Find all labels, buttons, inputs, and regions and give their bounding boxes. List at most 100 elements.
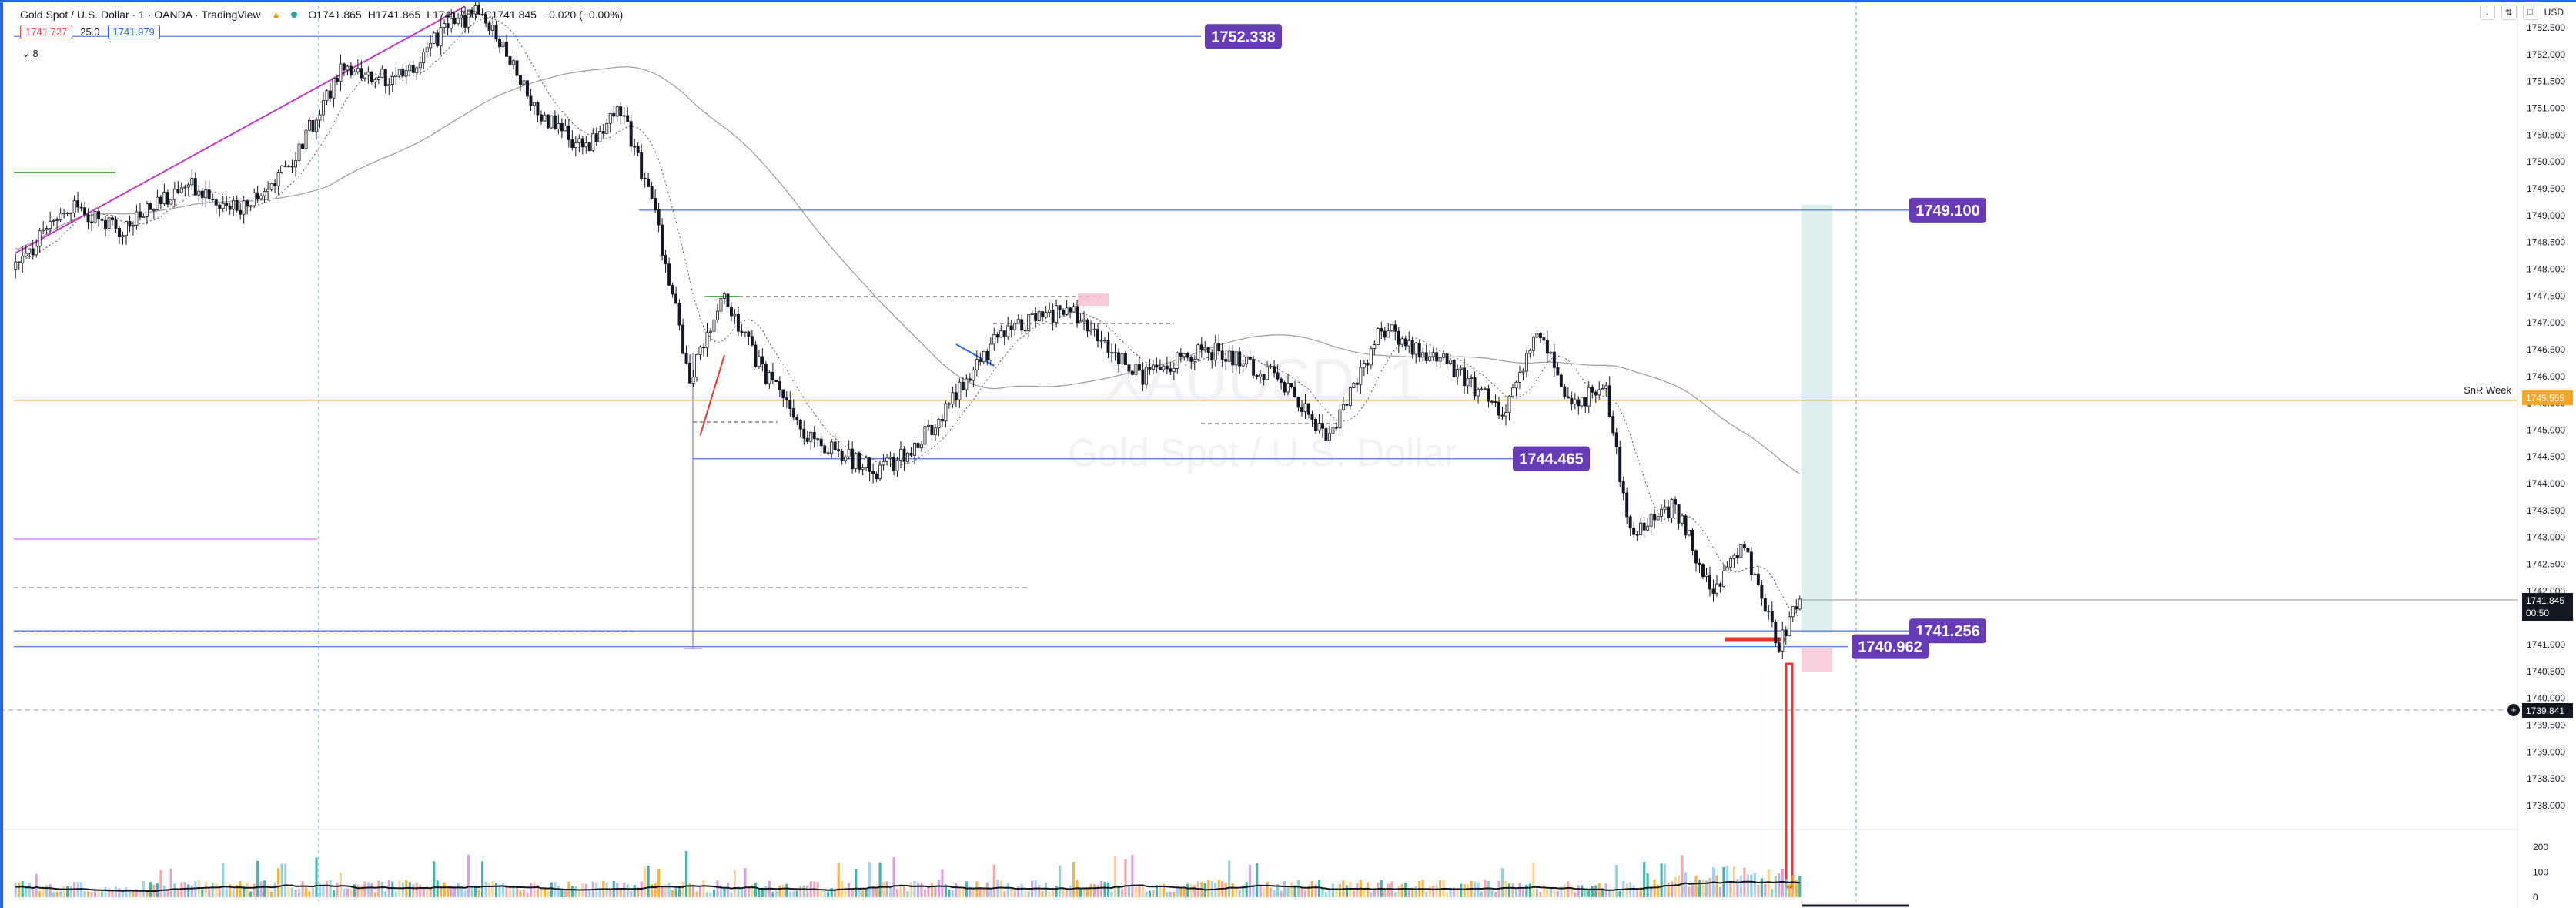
volume-bar — [1017, 886, 1020, 897]
volume-bar — [1718, 886, 1722, 897]
collapse-icon[interactable]: ⇅ — [2501, 5, 2517, 20]
candle-body — [1410, 340, 1414, 355]
volume-bar — [301, 881, 304, 897]
volume-bar — [128, 889, 132, 897]
candle-body — [885, 457, 889, 462]
level-label-text[interactable]: 1744.465 — [1519, 451, 1583, 468]
candle-body — [1193, 359, 1196, 362]
candle-body — [979, 359, 982, 362]
candle-body — [342, 63, 346, 71]
volume-bar — [1066, 887, 1069, 897]
indicators-toggle[interactable]: ⌄ 8 — [22, 48, 38, 59]
candle-body — [937, 418, 941, 429]
candle-body — [100, 218, 104, 221]
warning-icon[interactable]: ▲ — [271, 9, 281, 20]
volume-bar — [377, 880, 380, 897]
blue-trendline[interactable] — [955, 343, 995, 367]
volume-bar — [975, 881, 979, 897]
candle-body — [190, 178, 194, 186]
bid-button[interactable]: 1741.727 — [20, 24, 73, 39]
level-label-bg[interactable] — [1852, 634, 1929, 659]
candle-body — [916, 443, 920, 448]
symbol-title[interactable]: Gold Spot / U.S. Dollar · 1 · OANDA · Tr… — [20, 8, 261, 21]
move-down-icon[interactable]: ↓ — [2479, 5, 2495, 20]
volume-bar — [1511, 883, 1514, 897]
candle-body — [246, 200, 249, 207]
volume-bar — [927, 886, 930, 897]
ask-button[interactable]: 1741.979 — [107, 24, 160, 39]
magenta-trendline[interactable] — [15, 5, 466, 254]
candle-body — [1213, 343, 1217, 361]
price-tick-label: 1748.000 — [2527, 263, 2565, 274]
volume-bar — [1231, 883, 1234, 897]
volume-bar — [962, 888, 965, 897]
volume-bar — [802, 885, 805, 897]
volume-bar — [1425, 891, 1428, 897]
candle-body — [858, 452, 861, 470]
candle-body — [1099, 340, 1103, 342]
candle-body — [470, 9, 474, 15]
candle-body — [684, 353, 688, 364]
candle-body — [895, 459, 899, 471]
candle-body — [1494, 401, 1497, 403]
volume-bar — [761, 887, 764, 897]
volume-bar — [737, 886, 740, 897]
target-zone[interactable] — [1802, 205, 1832, 633]
currency-label[interactable]: USD — [2544, 7, 2564, 18]
candle-body — [1445, 353, 1449, 364]
volume-bar — [1615, 865, 1618, 897]
maximize-icon[interactable]: □ — [2522, 5, 2538, 20]
candle-body — [1303, 403, 1307, 412]
level-label-text[interactable]: 1752.338 — [1211, 28, 1275, 45]
volume-bar — [1152, 890, 1155, 897]
volume-bar — [35, 873, 38, 897]
volume-bar — [80, 882, 83, 897]
volume-bar — [1788, 883, 1791, 897]
stop-zone[interactable] — [1802, 648, 1832, 672]
candle-body — [477, 5, 481, 15]
volume-bar — [1106, 882, 1110, 897]
candle-body — [1165, 365, 1169, 370]
candle-body — [69, 213, 73, 215]
candle-body — [1037, 311, 1041, 321]
red-trendline[interactable] — [699, 354, 725, 436]
candle-body — [138, 211, 142, 218]
candle-body — [1452, 360, 1456, 378]
candle-body — [1030, 313, 1034, 316]
candle-body — [1262, 374, 1266, 380]
candle-body — [529, 95, 533, 106]
volume-bar — [982, 889, 985, 897]
bid-ask-box[interactable]: 1741.727 25.0 1741.979 — [20, 23, 160, 40]
volume-bar — [1193, 885, 1196, 897]
snr-week-label: SnR Week — [2464, 384, 2511, 396]
level-label-text[interactable]: 1740.962 — [1858, 639, 1922, 656]
level-label-bg[interactable] — [1909, 197, 1986, 223]
candle-body — [926, 424, 930, 427]
symbol-legend[interactable]: Gold Spot / U.S. Dollar · 1 · OANDA · Tr… — [20, 6, 629, 23]
pink-mark[interactable] — [1078, 293, 1109, 306]
volume-axis[interactable]: 200 100 0 — [2533, 842, 2548, 903]
candle-body — [107, 217, 111, 230]
candle-body — [906, 452, 909, 462]
volume-bar — [477, 889, 480, 897]
candle-body — [919, 444, 923, 448]
level-label-bg[interactable] — [1205, 24, 1282, 49]
level-label-text[interactable]: 1749.100 — [1915, 203, 1979, 219]
candle-body — [1227, 350, 1231, 362]
level-label-bg[interactable] — [1909, 618, 1986, 644]
volume-bar — [771, 892, 774, 897]
candle-body — [899, 448, 902, 461]
candle-body — [805, 437, 809, 442]
volume-bar — [1245, 881, 1248, 897]
level-label-text[interactable]: 1741.256 — [1915, 623, 1979, 640]
level-label-bg[interactable] — [1513, 446, 1590, 471]
red-rect-drawing[interactable] — [1785, 662, 1794, 889]
candle-body — [515, 60, 519, 76]
crosshair-add-icon[interactable] — [2507, 704, 2520, 716]
volume-bar — [243, 886, 246, 897]
volume-bar — [657, 868, 661, 897]
volume-bar — [637, 887, 640, 897]
volume-bar — [830, 887, 833, 897]
price-axis[interactable]: 1752.500 1752.000 1751.500 1751.000 1750.500… — [2527, 22, 2565, 811]
